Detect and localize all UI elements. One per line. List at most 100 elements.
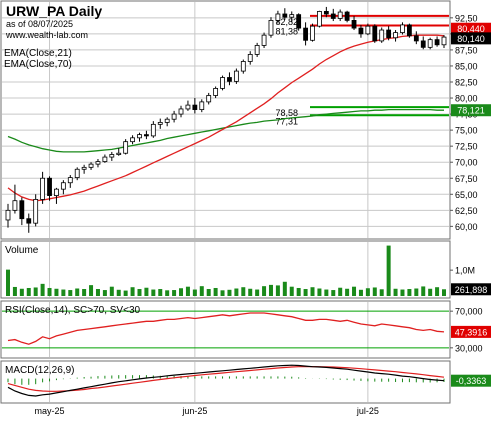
candle-up xyxy=(289,14,295,18)
volume-bar xyxy=(227,289,232,296)
price-tick-label: 82,50 xyxy=(455,78,478,88)
volume-bar xyxy=(345,288,350,296)
price-badge-label: 80,140 xyxy=(457,34,485,44)
candle-down xyxy=(282,13,288,18)
chart-title: URW_PA Daily xyxy=(6,3,102,19)
volume-bar xyxy=(400,289,405,296)
ema70-legend: EMA(Close,70) xyxy=(4,59,72,70)
level-label: 78,58 xyxy=(275,108,298,118)
price-badge-label: 80,440 xyxy=(457,24,485,34)
candle-up xyxy=(317,11,322,27)
volume-bar xyxy=(165,290,170,296)
candle-down xyxy=(296,14,302,29)
candle-up xyxy=(5,209,11,221)
macd-badge-label: -0,3363 xyxy=(456,376,487,386)
x-tick-label: may-25 xyxy=(35,406,65,416)
volume-bar xyxy=(19,288,24,296)
candle-up xyxy=(261,34,267,46)
price-badge-label: 78,121 xyxy=(457,106,485,116)
candle-up xyxy=(365,25,371,35)
candle-down xyxy=(144,134,149,137)
candle-down xyxy=(323,11,329,15)
x-tick-label: jun-25 xyxy=(181,406,207,416)
macd-badge xyxy=(451,374,491,387)
volume-bar xyxy=(109,286,114,296)
price-tick-label: 67,50 xyxy=(455,174,478,184)
volume-bar xyxy=(158,289,163,296)
volume-title: Volume xyxy=(5,245,39,256)
price-tick-label: 60,00 xyxy=(455,222,478,232)
rsi-title: RSI(Close,14), SC>70, SV<30 xyxy=(5,305,141,316)
candle-up xyxy=(12,200,18,211)
rsi-badge-label: 47,3916 xyxy=(455,327,488,337)
asof-date: as of 08/07/2025 xyxy=(6,19,73,29)
price-tick-label: 80,00 xyxy=(455,94,478,104)
volume-bar xyxy=(262,286,267,296)
volume-bar xyxy=(338,287,343,296)
rsi-line xyxy=(7,312,445,345)
volume-bar xyxy=(12,286,17,296)
volume-bar xyxy=(123,290,128,296)
price-tick-label: 70,00 xyxy=(455,158,478,168)
price-tick-label: 92,50 xyxy=(455,13,478,23)
volume-bar xyxy=(331,290,336,296)
candle-up xyxy=(275,13,281,21)
macd-panel xyxy=(0,360,451,404)
volume-bar xyxy=(421,286,426,296)
price-tick-label: 62,50 xyxy=(455,206,478,216)
volume-bar xyxy=(144,287,149,296)
candle-up xyxy=(157,122,163,125)
volume-badge-label: 261,898 xyxy=(455,285,488,295)
candle-up xyxy=(178,108,184,115)
volume-bar xyxy=(428,288,433,296)
volume-bar xyxy=(47,287,52,296)
ema21-legend: EMA(Close,21) xyxy=(4,48,72,59)
volume-bar xyxy=(95,289,100,296)
candle-down xyxy=(372,25,378,42)
volume-bar xyxy=(172,290,177,296)
volume-bar xyxy=(75,288,80,296)
site-url: www.wealth-lab.com xyxy=(5,30,88,40)
candle-up xyxy=(185,104,191,110)
candle-up xyxy=(213,88,219,96)
volume-bar xyxy=(26,287,31,296)
level-label: 81,38 xyxy=(275,27,298,37)
price-tick-label: 75,00 xyxy=(455,126,478,136)
candle-up xyxy=(67,177,73,184)
candle-down xyxy=(351,19,357,29)
price-badge xyxy=(451,22,491,35)
candle-down xyxy=(406,24,412,37)
rsi-tick-label: 30,000 xyxy=(455,343,483,353)
candle-up xyxy=(150,123,156,137)
candle-up xyxy=(164,118,170,123)
candle-up xyxy=(109,154,115,158)
volume-bar xyxy=(89,285,94,296)
candle-up xyxy=(441,36,447,46)
volume-bar xyxy=(179,288,184,296)
candle-down xyxy=(227,77,232,82)
candle-up xyxy=(379,29,385,42)
volume-bar xyxy=(296,287,301,296)
volume-tick-label: 1,0M xyxy=(455,266,475,276)
volume-bar xyxy=(365,288,370,296)
price-badge xyxy=(451,104,491,117)
level-label: 82,82 xyxy=(275,17,298,27)
volume-bar xyxy=(435,287,440,296)
volume-bar xyxy=(137,289,142,296)
candle-up xyxy=(40,177,46,200)
price-tick-label: 65,00 xyxy=(455,190,478,200)
candle-down xyxy=(19,200,25,220)
volume-bar xyxy=(275,285,280,296)
volume-bar xyxy=(206,289,211,296)
candle-up xyxy=(199,101,205,110)
volume-bar xyxy=(234,288,239,296)
candle-down xyxy=(413,35,419,42)
candle-up xyxy=(130,137,135,143)
volume-bar xyxy=(393,288,398,296)
candle-up xyxy=(254,45,260,55)
level-label: 77,31 xyxy=(275,116,298,126)
volume-bar xyxy=(324,289,329,296)
price-tick-label: 72,50 xyxy=(455,142,478,152)
candle-up xyxy=(337,11,343,19)
volume-bar xyxy=(310,287,315,296)
